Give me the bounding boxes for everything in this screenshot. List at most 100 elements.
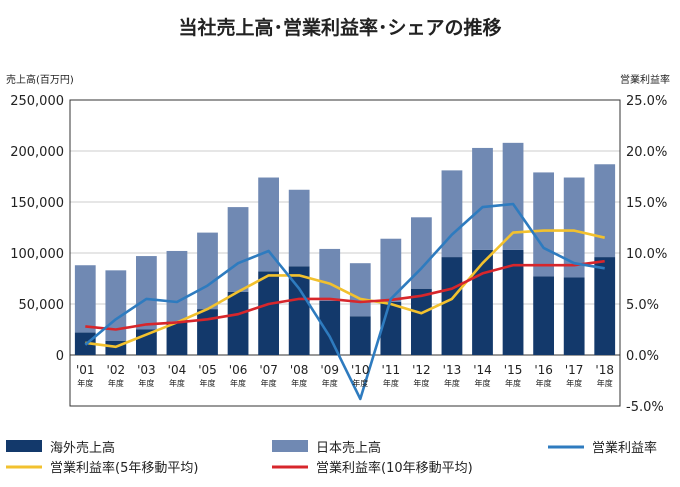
x-tick-labels: '01年度'02年度'03年度'04年度'05年度'06年度'07年度'08年度…	[76, 363, 614, 388]
left-tick-label: 150,000	[10, 196, 64, 211]
legend-domestic-label: 日本売上高	[316, 440, 381, 456]
bar-overseas	[533, 276, 554, 355]
x-tick-label: '14	[473, 363, 492, 377]
bar-domestic	[349, 263, 371, 317]
bars	[74, 142, 616, 355]
x-tick-suffix: 年度	[169, 378, 185, 388]
x-tick-label: '16	[534, 363, 553, 377]
left-tick-label: 100,000	[10, 247, 64, 262]
left-axis-label: 売上高(百万円)	[6, 73, 74, 86]
legend-domestic-swatch	[272, 440, 308, 452]
x-tick-label: '08	[290, 363, 309, 377]
x-tick-suffix: 年度	[108, 378, 124, 388]
x-tick-suffix: 年度	[352, 378, 368, 388]
bar-domestic	[380, 238, 402, 302]
x-tick-suffix: 年度	[505, 378, 521, 388]
x-tick-label: '04	[168, 363, 187, 377]
bar-overseas	[166, 321, 188, 355]
bar-overseas	[502, 249, 524, 355]
x-tick-label: '13	[443, 363, 462, 377]
legend-10yr-avg-label: 営業利益率(10年移動平均)	[316, 460, 473, 476]
bar-domestic	[594, 164, 616, 258]
left-tick-label: 0	[56, 349, 64, 364]
x-tick-label: '03	[137, 363, 156, 377]
x-tick-label: '05	[198, 363, 217, 377]
right-tick-label: 15.0%	[626, 196, 667, 211]
x-tick-suffix: 年度	[230, 378, 246, 388]
bar-domestic	[319, 248, 341, 301]
bar-overseas	[349, 316, 371, 355]
bar-overseas	[288, 266, 310, 355]
bar-domestic	[136, 256, 157, 330]
x-tick-label: '15	[504, 363, 523, 377]
bar-domestic	[411, 217, 432, 289]
bar-overseas	[411, 288, 432, 355]
right-tick-label: 10.0%	[626, 247, 667, 262]
series-line-10yr-avg	[85, 259, 605, 331]
x-tick-suffix: 年度	[597, 378, 613, 388]
left-tick-label: 50,000	[19, 298, 65, 313]
right-tick-label: 5.0%	[626, 298, 659, 313]
x-tick-suffix: 年度	[444, 378, 460, 388]
bar-domestic	[441, 170, 463, 258]
series-line-5yr-avg	[85, 229, 605, 349]
right-tick-label: 20.0%	[626, 145, 667, 160]
x-tick-suffix: 年度	[200, 378, 216, 388]
left-tick-label: 200,000	[10, 145, 64, 160]
x-tick-suffix: 年度	[322, 378, 338, 388]
x-tick-label: '02	[107, 363, 126, 377]
x-tick-suffix: 年度	[383, 378, 399, 388]
x-tick-suffix: 年度	[77, 378, 93, 388]
x-tick-suffix: 年度	[291, 378, 307, 388]
bar-domestic	[166, 250, 188, 322]
series-line-operating-margin	[84, 202, 605, 401]
bar-overseas	[441, 257, 463, 355]
bar-overseas	[472, 249, 493, 355]
x-tick-suffix: 年度	[566, 378, 582, 388]
right-tick-labels: 25.0% 20.0% 15.0% 10.0% 5.0% 0.0% -5.0%	[626, 94, 667, 415]
x-tick-label: '10	[351, 363, 370, 377]
x-tick-label: '09	[320, 363, 339, 377]
bar-overseas	[227, 291, 249, 355]
right-tick-label: 25.0%	[626, 94, 667, 109]
x-tick-suffix: 年度	[536, 378, 552, 388]
bar-overseas	[319, 300, 341, 355]
left-tick-labels: 250,000 200,000 150,000 100,000 50,000 0	[10, 94, 64, 364]
legend-overseas-swatch	[6, 440, 42, 452]
bar-domestic	[74, 265, 96, 333]
legend-operating-margin-label: 営業利益率	[592, 440, 657, 456]
x-tick-suffix: 年度	[138, 378, 154, 388]
bar-overseas	[197, 309, 218, 355]
x-tick-label: '18	[595, 363, 614, 377]
legend-overseas-label: 海外売上高	[50, 440, 115, 456]
bar-domestic	[288, 189, 310, 267]
bar-domestic	[258, 177, 279, 272]
bar-domestic	[563, 177, 585, 278]
right-tick-label: -5.0%	[626, 400, 664, 415]
x-tick-label: '12	[412, 363, 431, 377]
bar-domestic	[227, 207, 249, 292]
x-tick-label: '11	[382, 363, 401, 377]
left-tick-label: 250,000	[10, 94, 64, 109]
bar-domestic	[472, 147, 493, 250]
bar-overseas	[258, 271, 279, 355]
bar-overseas	[594, 257, 616, 355]
bar-overseas	[563, 277, 585, 355]
right-axis-label: 営業利益率	[620, 73, 670, 86]
plot-frame	[69, 99, 621, 407]
legend-5yr-avg-label: 営業利益率(5年移動平均)	[50, 460, 198, 476]
x-tick-label: '17	[565, 363, 584, 377]
x-tick-suffix: 年度	[413, 378, 429, 388]
lines	[84, 202, 605, 401]
bar-domestic	[533, 172, 554, 277]
x-tick-suffix: 年度	[261, 378, 277, 388]
bar-domestic	[502, 142, 524, 250]
bar-domestic	[197, 232, 218, 310]
right-tick-label: 0.0%	[626, 349, 659, 364]
x-tick-label: '06	[229, 363, 248, 377]
bar-overseas	[380, 301, 402, 355]
chart-title: 当社売上高･営業利益率･シェアの推移	[178, 16, 501, 39]
x-tick-label: '01	[76, 363, 95, 377]
